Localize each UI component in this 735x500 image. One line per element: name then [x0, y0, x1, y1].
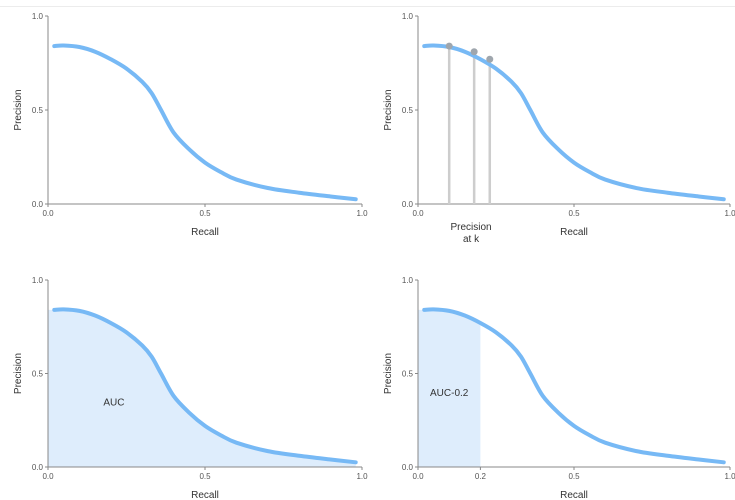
y-tick-label: 1.0 [32, 276, 44, 285]
x-tick-label: 0.2 [475, 472, 487, 481]
x-tick-label: 0.0 [412, 472, 424, 481]
y-tick-label: 0.5 [402, 106, 414, 115]
y-tick-label: 0.0 [32, 463, 44, 472]
y-axis-title: Precision [383, 89, 394, 130]
chart-annotation: AUC [103, 397, 124, 408]
x-tick-label: 1.0 [724, 209, 735, 218]
x-tick-label: 1.0 [356, 209, 368, 218]
precision-at-k-dot [470, 48, 478, 56]
chart-panel-2: 0.0 0.5 1.0 0.0 0.5 1.0 Recall Precision Precisi… [383, 12, 735, 245]
y-axis-title: Precision [13, 353, 24, 394]
chart-annotation: Precision at k [450, 222, 491, 245]
x-tick-label: 1.0 [724, 472, 735, 481]
precision-recall-curve [52, 307, 358, 465]
y-axis-title: Precision [13, 89, 24, 130]
auc-shaded-area [48, 309, 356, 467]
x-tick-label: 1.0 [356, 472, 368, 481]
chart-annotation: AUC-0.2 [430, 388, 469, 399]
y-axis-title: Precision [383, 353, 394, 394]
precision-at-k-dot [486, 55, 494, 63]
auc-shaded-area [418, 309, 481, 467]
top-divider [0, 6, 735, 7]
x-tick-label: 0.5 [199, 209, 211, 218]
precision-recall-curve [422, 43, 726, 202]
y-tick-label: 0.5 [402, 370, 414, 379]
y-tick-label: 1.0 [402, 276, 414, 285]
x-axis-title: Recall [191, 490, 219, 500]
precision-at-k-dot [445, 42, 453, 50]
precision-recall-curve [52, 43, 358, 202]
chart-panel-3: 0.0 0.5 1.0 0.0 0.5 1.0 Recall Precision AUC [13, 276, 368, 500]
x-axis-title: Recall [191, 227, 219, 238]
y-tick-label: 0.5 [32, 370, 44, 379]
x-tick-label: 0.0 [42, 209, 54, 218]
x-tick-label: 0.0 [42, 472, 54, 481]
x-tick-label: 0.5 [199, 472, 211, 481]
y-tick-label: 1.0 [402, 12, 414, 21]
y-tick-label: 0.0 [402, 200, 414, 209]
x-axis-title: Recall [560, 490, 588, 500]
y-tick-label: 0.0 [402, 463, 414, 472]
x-tick-label: 0.5 [568, 472, 580, 481]
y-tick-label: 0.5 [32, 106, 44, 115]
x-tick-label: 0.5 [568, 209, 580, 218]
y-tick-label: 1.0 [32, 12, 44, 21]
x-axis-title: Recall [560, 227, 588, 238]
chart-panel-1: 0.0 0.5 1.0 0.0 0.5 1.0 Recall Precision [13, 12, 368, 238]
x-tick-label: 0.0 [412, 209, 424, 218]
chart-panel-4: 0.0 0.5 1.0 0.0 0.2 0.5 1.0 Recall Precision AUC-… [383, 276, 735, 500]
precision-recall-curve [422, 307, 726, 465]
y-tick-label: 0.0 [32, 200, 44, 209]
